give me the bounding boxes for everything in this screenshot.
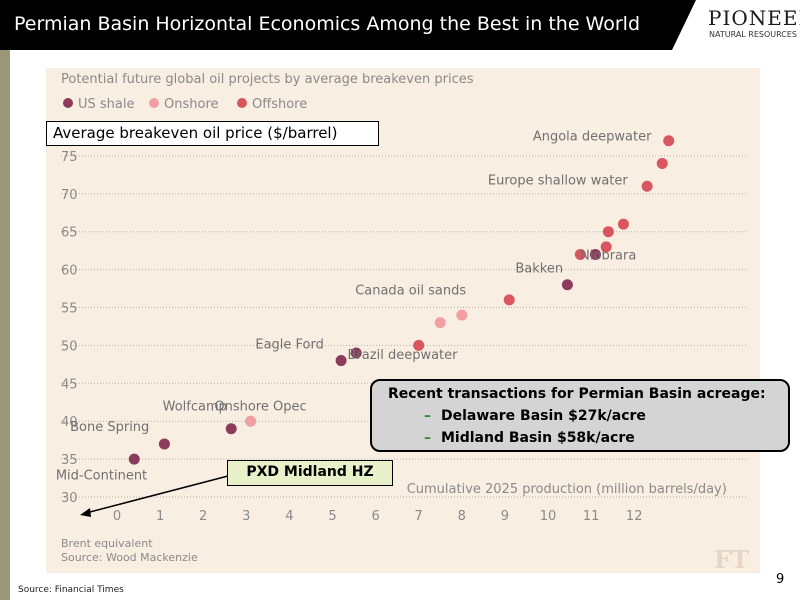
data-point xyxy=(574,248,586,260)
x-tick-label: 3 xyxy=(242,509,250,524)
x-tick-label: 10 xyxy=(540,509,557,524)
data-point xyxy=(617,218,629,230)
transaction-item: – Delaware Basin $27k/acre xyxy=(424,408,646,424)
transactions-callout: Recent transactions for Permian Basin ac… xyxy=(370,379,790,452)
data-point xyxy=(561,279,573,291)
data-point xyxy=(600,241,612,253)
x-tick-label: 0 xyxy=(113,509,121,524)
point-annotation: Niobrara xyxy=(580,249,636,264)
transaction-item: – Midland Basin $58k/acre xyxy=(424,430,635,446)
ft-watermark: FT xyxy=(714,545,749,573)
x-tick-label: 5 xyxy=(328,509,336,524)
point-annotation: Bone Spring xyxy=(70,420,149,435)
transaction-item-text: Midland Basin $58k/acre xyxy=(441,430,635,446)
pxd-arrow-head xyxy=(80,508,91,517)
y-axis-label-callout: Average breakeven oil price ($/barrel) xyxy=(46,121,379,146)
data-point xyxy=(413,339,425,351)
y-tick-label: 45 xyxy=(61,377,78,392)
legend-marker xyxy=(63,98,73,108)
footer-source: Source: Financial Times xyxy=(18,585,124,595)
data-point xyxy=(456,309,468,321)
x-tick-label: 4 xyxy=(285,509,293,524)
y-tick-label: 75 xyxy=(61,150,78,165)
x-tick-label: 12 xyxy=(626,509,643,524)
point-annotation: Wolfcamp xyxy=(163,400,227,415)
point-annotation: Eagle Ford xyxy=(255,337,324,352)
header-bar: Permian Basin Horizontal Economics Among… xyxy=(0,0,800,50)
transaction-item-text: Delaware Basin $27k/acre xyxy=(441,408,646,424)
y-tick-label: 70 xyxy=(61,188,78,203)
logo-sub-text: NATURAL RESOURCES xyxy=(709,30,798,39)
legend-label: Onshore xyxy=(164,97,219,112)
pxd-midland-callout: PXD Midland HZ xyxy=(227,460,393,486)
logo-main-text: PIONEER xyxy=(708,6,800,30)
chart-background xyxy=(46,68,760,573)
data-point xyxy=(602,226,614,238)
point-annotation: Canada oil sands xyxy=(355,284,466,299)
data-point xyxy=(434,317,446,329)
legend-marker xyxy=(149,98,159,108)
point-annotation: Brazil deepwater xyxy=(348,348,459,363)
x-tick-label: 1 xyxy=(156,509,164,524)
data-point xyxy=(350,347,362,359)
x-tick-label: 11 xyxy=(583,509,600,524)
data-point xyxy=(503,294,515,306)
bullet-dash: – xyxy=(424,408,431,424)
chart-note: Brent equivalent xyxy=(61,537,153,550)
point-annotation: Mid-Continent xyxy=(56,469,147,484)
chart-title: Potential future global oil projects by … xyxy=(61,72,474,87)
point-annotation: Onshore Opec xyxy=(214,400,306,415)
chart-note: Source: Wood Mackenzie xyxy=(61,551,198,564)
legend-label: Offshore xyxy=(252,97,307,112)
transactions-title: Recent transactions for Permian Basin ac… xyxy=(388,386,766,402)
x-tick-label: 8 xyxy=(458,509,466,524)
x-tick-label: 9 xyxy=(501,509,509,524)
page-title: Permian Basin Horizontal Economics Among… xyxy=(14,13,640,35)
page-number: 9 xyxy=(776,572,785,587)
y-tick-label: 65 xyxy=(61,226,78,241)
x-tick-label: 2 xyxy=(199,509,207,524)
x-axis-label: Cumulative 2025 production (million barr… xyxy=(407,482,727,497)
legend-marker xyxy=(237,98,247,108)
y-tick-label: 40 xyxy=(61,415,78,430)
data-point xyxy=(656,157,668,169)
legend-label: US shale xyxy=(78,97,135,112)
data-point xyxy=(225,423,237,435)
x-tick-label: 7 xyxy=(415,509,423,524)
point-annotation: Angola deepwater xyxy=(533,130,652,145)
data-point xyxy=(663,135,675,147)
scatter-chart: Potential future global oil projects by … xyxy=(56,72,749,573)
y-tick-label: 55 xyxy=(61,302,78,317)
data-point xyxy=(158,438,170,450)
data-point xyxy=(335,355,347,367)
y-tick-label: 50 xyxy=(61,339,78,354)
y-tick-label: 60 xyxy=(61,264,78,279)
pxd-arrow-line xyxy=(85,475,229,514)
x-tick-label: 6 xyxy=(371,509,379,524)
data-point xyxy=(245,415,257,427)
data-point xyxy=(641,180,653,192)
data-point xyxy=(128,453,140,465)
bullet-dash: – xyxy=(424,430,431,446)
y-tick-label: 30 xyxy=(61,491,78,506)
y-tick-label: 35 xyxy=(61,453,78,468)
data-point xyxy=(589,248,601,260)
company-logo: PIONEER NATURAL RESOURCES xyxy=(672,0,800,50)
left-accent-bar xyxy=(0,50,10,600)
point-annotation: Europe shallow water xyxy=(488,174,628,189)
point-annotation: Bakken xyxy=(515,262,563,277)
